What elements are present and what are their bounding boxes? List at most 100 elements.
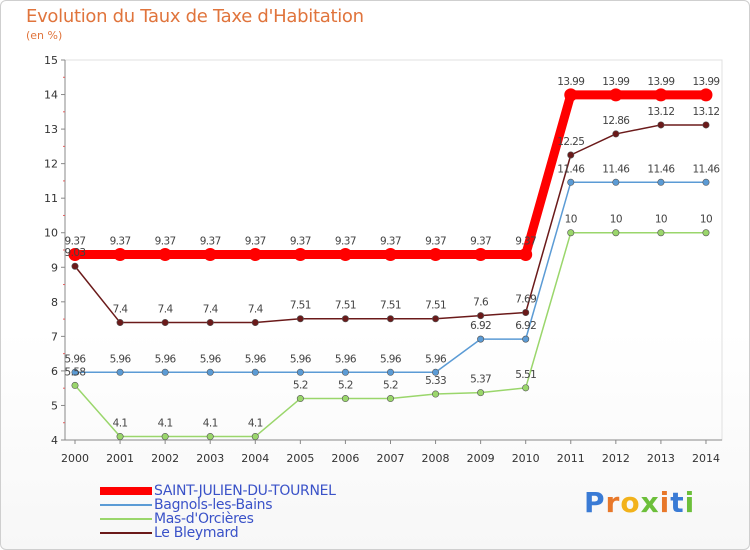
x-tick-label: 2002 [151,452,179,465]
legend-swatch [100,518,152,520]
data-point [116,368,124,376]
data-label: 9.37 [200,235,221,247]
x-tick-label: 2009 [467,452,495,465]
x-tick-label: 2007 [376,452,404,465]
data-point [657,178,665,186]
data-label: 5.2 [383,380,398,392]
data-label: 5.96 [335,353,357,365]
data-label: 5.96 [245,353,267,365]
data-point [338,247,352,261]
data-point [567,151,575,159]
data-point [432,315,440,323]
data-point [522,309,530,317]
data-label: 4.1 [158,418,173,430]
data-point [612,178,620,186]
data-label: 5.96 [380,353,402,365]
data-label: 12.86 [602,115,630,127]
data-label: 5.96 [110,353,132,365]
data-point [206,319,214,327]
legend-label: SAINT-JULIEN-DU-TOURNEL [154,483,336,499]
data-point [383,247,397,261]
x-tick-label: 2005 [286,452,314,465]
data-label: 9.03 [65,247,86,259]
data-point [251,368,259,376]
data-point [477,312,485,320]
logo-letter: r [605,486,621,519]
x-tick-label: 2012 [602,452,630,465]
data-point [474,247,488,261]
data-label: 9.37 [470,235,491,247]
y-tick-label: 7 [51,330,58,343]
legend-label: Le Bleymard [154,525,239,541]
y-tick-label: 8 [51,296,58,309]
data-point [113,247,127,261]
data-label: 5.96 [200,353,222,365]
series-line-1 [74,181,707,374]
data-point [341,395,349,403]
data-point [341,315,349,323]
data-point [386,368,394,376]
data-point [429,247,443,261]
data-point [248,247,262,261]
data-label: 4.1 [248,418,263,430]
y-tick-label: 15 [44,54,58,67]
x-tick-label: 2013 [647,452,675,465]
data-point [609,88,623,102]
data-point [206,433,214,441]
logo-letter: t [670,486,685,519]
x-tick-label: 2008 [422,452,450,465]
data-point [702,178,710,186]
data-label: 5.2 [293,380,308,392]
x-tick-label: 2001 [106,452,134,465]
data-point [702,229,710,237]
y-tick-label: 11 [44,192,58,205]
data-label: 13.99 [602,76,629,88]
data-label: 7.51 [425,300,446,312]
data-label: 9.37 [380,235,401,247]
data-point [699,88,713,102]
data-point [567,178,575,186]
data-label: 7.69 [515,294,536,306]
data-label: 5.37 [470,374,491,386]
data-label: 7.4 [248,304,264,316]
data-point [71,381,79,389]
x-tick-label: 2006 [331,452,359,465]
x-tick-label: 2003 [196,452,224,465]
data-label: 5.51 [515,369,536,381]
chart-title: Evolution du Taux de Taxe d'Habitation [26,6,364,27]
data-label: 10 [610,214,622,226]
data-label: 9.37 [155,235,176,247]
data-point [116,433,124,441]
data-point [71,368,79,376]
data-label: 11.46 [647,163,675,175]
data-label: 7.4 [158,304,174,316]
legend-label: Bagnols-les-Bains [154,497,273,513]
data-point [702,121,710,129]
legend-label: Mas-d'Orcières [154,511,254,527]
data-label: 10 [700,214,712,226]
data-point [161,319,169,327]
data-label: 5.58 [65,366,86,378]
y-tick-label: 9 [51,261,58,274]
data-label: 6.92 [515,320,536,332]
data-point [567,229,575,237]
data-label: 9.37 [290,235,311,247]
logo-letter: i [684,486,696,519]
x-tick-label: 2010 [512,452,540,465]
data-point [654,88,668,102]
data-label: 9.37 [245,235,266,247]
y-tick-label: 6 [51,365,58,378]
data-point [612,229,620,237]
y-tick-label: 4 [51,434,58,447]
data-point [296,368,304,376]
data-label: 13.99 [692,76,719,88]
data-point [386,395,394,403]
data-point [522,384,530,392]
data-point [158,247,172,261]
data-point [293,247,307,261]
data-point [612,130,620,138]
data-point [251,433,259,441]
data-point [657,229,665,237]
proxiti-logo: Proxiti [584,486,695,519]
data-label: 5.96 [155,353,177,365]
